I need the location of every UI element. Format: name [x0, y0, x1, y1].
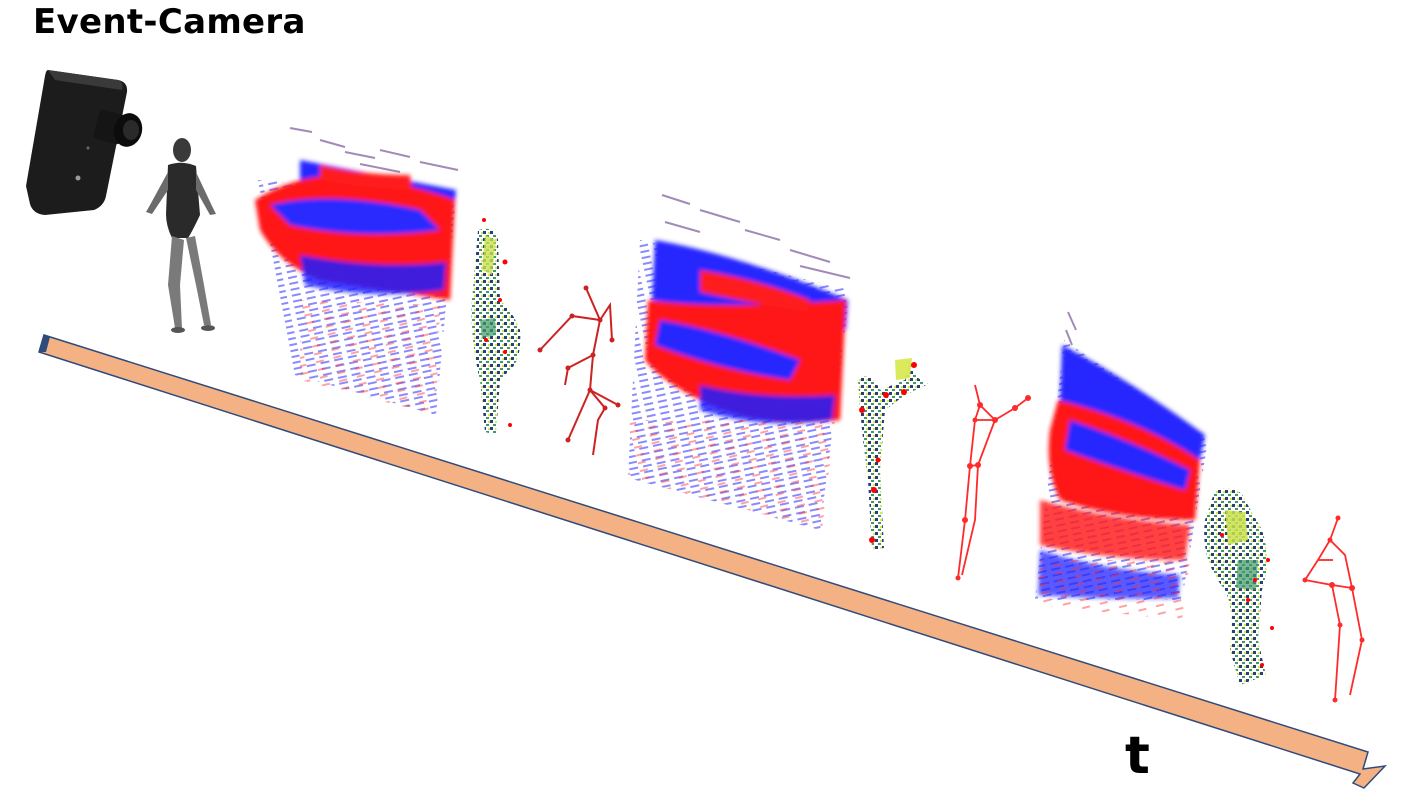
event-volume-1 — [255, 127, 459, 415]
event-camera-icon — [26, 70, 143, 215]
event-point-cloud-3 — [1204, 488, 1274, 685]
time-axis-label: t — [1125, 726, 1150, 786]
skeleton-3d-3 — [1302, 515, 1365, 703]
skeleton-3d-1 — [537, 285, 621, 456]
figure-title: Event-Camera — [33, 2, 306, 42]
event-volume-2 — [628, 194, 851, 530]
skeleton-3d-2 — [955, 384, 1031, 581]
event-volume-3 — [1035, 311, 1208, 620]
time-axis-arrow — [38, 334, 1388, 789]
event-point-cloud-2 — [858, 356, 928, 550]
event-point-cloud-1 — [471, 218, 521, 435]
person-image — [146, 138, 216, 333]
